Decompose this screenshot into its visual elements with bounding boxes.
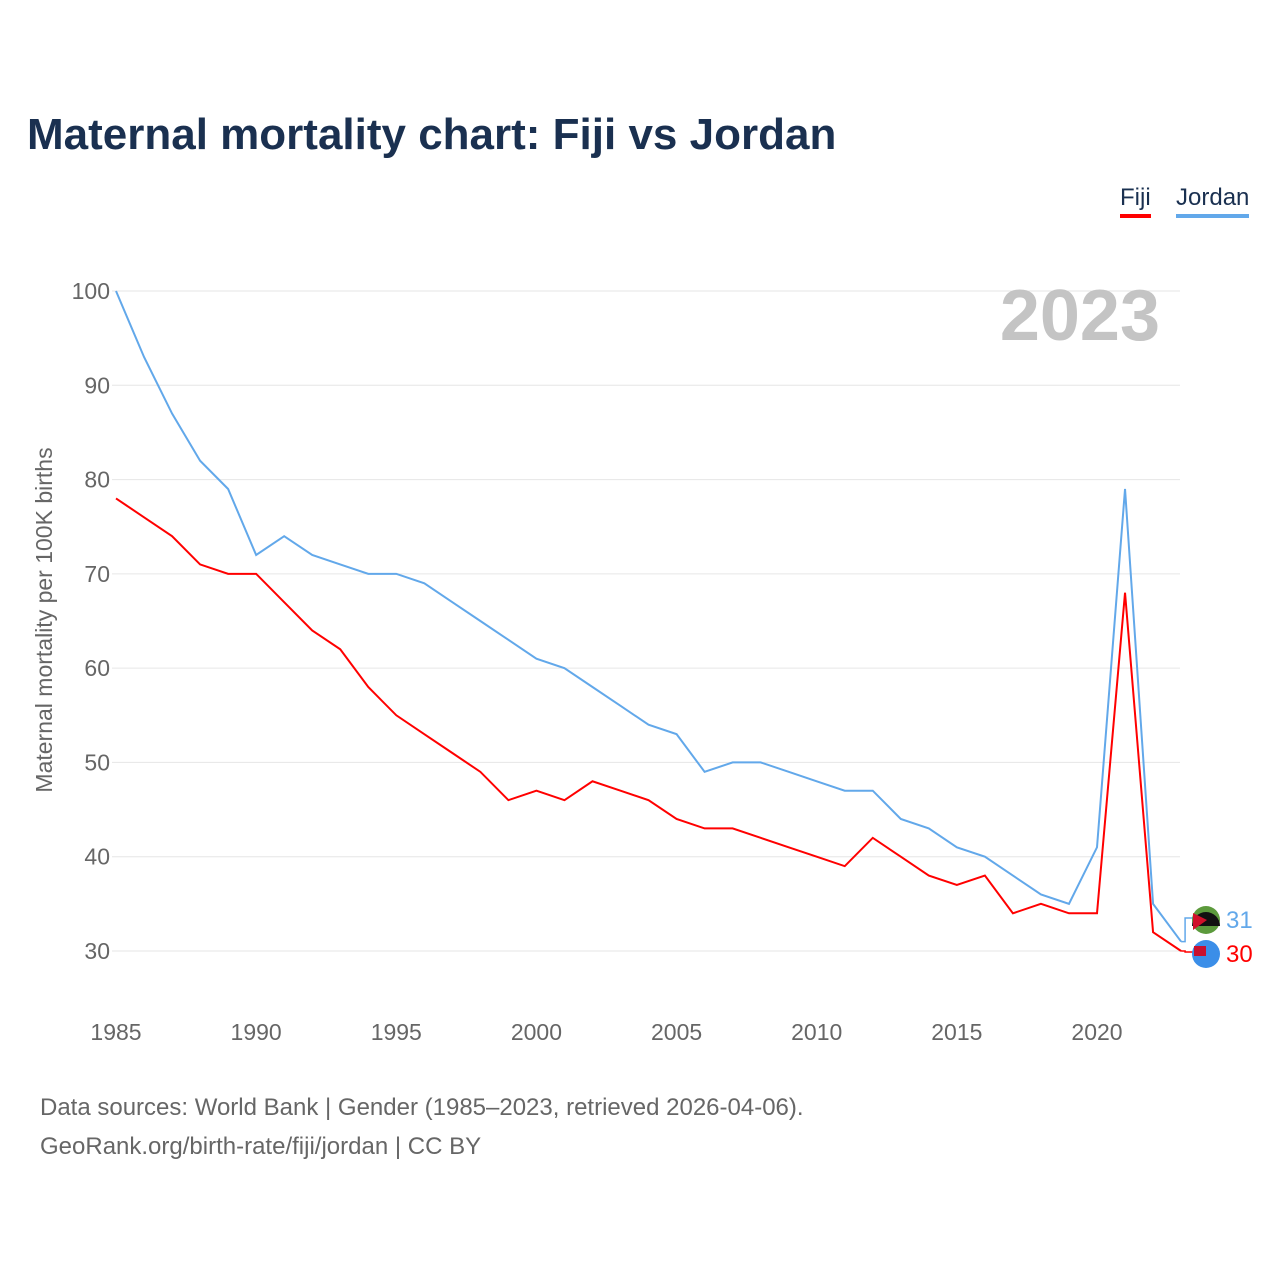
y-tick-label: 70: [84, 561, 110, 587]
source-line-1: Data sources: World Bank | Gender (1985–…: [40, 1094, 804, 1121]
flag-fiji-union: [1194, 946, 1206, 956]
series-line-jordan[interactable]: [115, 290, 1182, 943]
end-value-fiji: 30: [1226, 941, 1253, 968]
x-tick-label: 2020: [1071, 1019, 1122, 1045]
x-tick-label: 2015: [931, 1019, 982, 1045]
series-line-fiji[interactable]: [115, 497, 1182, 952]
end-connector: [1181, 950, 1194, 953]
x-tick-label: 1990: [231, 1019, 282, 1045]
x-tick-label: 2010: [791, 1019, 842, 1045]
y-axis-label: Maternal mortality per 100K births: [31, 447, 57, 792]
y-tick-label: 60: [84, 655, 110, 681]
legend-fiji[interactable]: Fiji: [1120, 184, 1151, 218]
source-note: Data sources: World Bank | Gender (1985–…: [40, 1088, 804, 1166]
x-tick-label: 1995: [371, 1019, 422, 1045]
source-line-2[interactable]: GeoRank.org/birth-rate/fiji/jordan | CC …: [40, 1133, 482, 1160]
x-tick-label: 2000: [511, 1019, 562, 1045]
y-tick-label: 30: [84, 938, 110, 964]
end-connector: [1181, 917, 1194, 943]
x-tick-label: 2005: [651, 1019, 702, 1045]
y-tick-label: 50: [84, 749, 110, 775]
y-tick-label: 40: [84, 844, 110, 870]
chart-title: Maternal mortality chart: Fiji vs Jordan: [27, 110, 837, 159]
y-tick-label: 90: [84, 372, 110, 398]
legend-jordan[interactable]: Jordan: [1176, 184, 1250, 218]
end-value-jordan: 31: [1226, 907, 1253, 934]
x-tick-label: 1985: [90, 1019, 141, 1045]
y-tick-label: 80: [84, 467, 110, 493]
year-watermark: 2023: [1000, 276, 1160, 356]
flag-jordan-triangle: [1193, 913, 1207, 930]
y-tick-label: 100: [72, 278, 110, 304]
